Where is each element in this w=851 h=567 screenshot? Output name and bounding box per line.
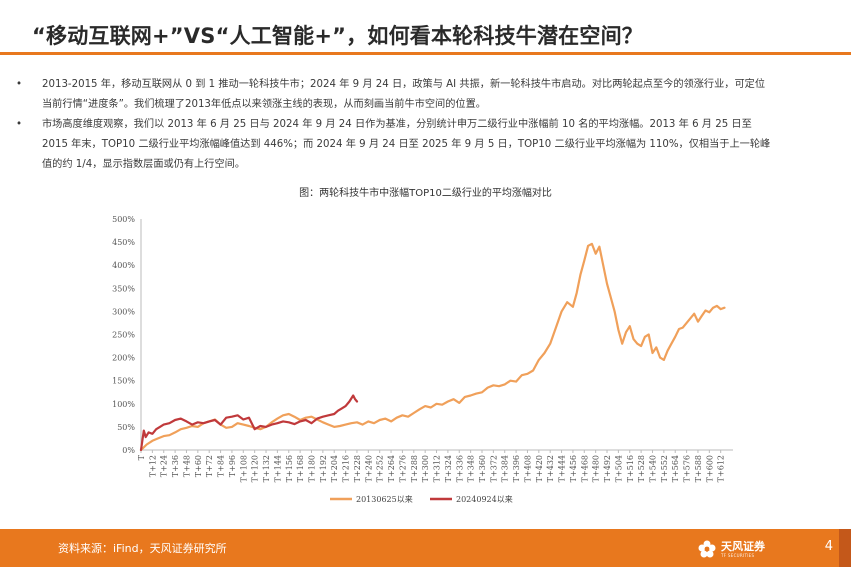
x-tick-label: T+204 — [330, 455, 339, 482]
x-tick-label: T+180 — [307, 455, 316, 482]
x-tick-label: T+216 — [342, 455, 351, 482]
x-tick-label: T+456 — [569, 455, 578, 482]
y-tick-label: 250% — [112, 331, 135, 340]
x-tick-label: T+384 — [501, 455, 510, 482]
x-tick-label: T+288 — [410, 455, 419, 482]
chart-title: 图：两轮科技牛市中涨幅TOP10二级行业的平均涨幅对比 — [299, 188, 552, 199]
x-tick-label: T+228 — [353, 455, 362, 482]
slide-title: “移动互联网+”VS“人工智能+”，如何看本轮科技牛潜在空间？ — [32, 24, 643, 48]
x-tick-label: T+552 — [660, 455, 669, 482]
y-tick-label: 100% — [112, 400, 135, 409]
x-tick-label: T+468 — [580, 455, 589, 482]
x-tick-label: T+120 — [251, 455, 260, 482]
x-tick-label: T+12 — [148, 455, 157, 477]
x-tick-label: T+564 — [671, 455, 680, 482]
flower-logo-icon — [698, 540, 716, 558]
bullet-list: • 2013-2015 年，移动互联网从 0 到 1 推动一轮科技牛市；2024… — [16, 75, 821, 175]
x-tick-label: T+168 — [296, 455, 305, 482]
x-tick-label: T — [137, 454, 146, 460]
y-tick-label: 300% — [112, 307, 135, 316]
y-tick-label: 500% — [112, 215, 135, 224]
x-tick-label: T+432 — [546, 455, 555, 482]
x-tick-label: T+492 — [603, 455, 612, 482]
logo-text: 天风证券 — [721, 539, 765, 553]
bullet-line: 市场高度维度观察，我们以 2013 年 6 月 25 日与 2024 年 9 月… — [42, 119, 752, 130]
x-tick-label: T+48 — [182, 455, 191, 477]
x-tick-label: T+96 — [228, 455, 237, 477]
x-tick-label: T+240 — [364, 455, 373, 482]
x-tick-label: T+108 — [239, 455, 248, 482]
y-tick-label: 150% — [112, 377, 135, 386]
x-tick-label: T+408 — [523, 455, 532, 482]
y-tick-label: 50% — [117, 423, 135, 432]
x-tick-label: T+252 — [376, 455, 385, 482]
x-tick-label: T+336 — [455, 455, 464, 482]
x-tick-label: T+480 — [592, 455, 601, 482]
bullet-item: • 2013-2015 年，移动互联网从 0 到 1 推动一轮科技牛市；2024… — [16, 75, 821, 115]
y-tick-label: 400% — [112, 261, 135, 270]
legend-label: 20130625以来 — [356, 495, 413, 504]
x-tick-label: T+396 — [512, 455, 521, 482]
title-underline — [0, 52, 851, 55]
x-tick-label: T+84 — [217, 455, 226, 477]
x-tick-label: T+300 — [421, 455, 430, 482]
company-logo: 天风证券 TF SECURITIES — [697, 537, 765, 561]
x-tick-label: T+144 — [273, 455, 282, 482]
page-number: 4 — [824, 539, 833, 554]
bullet-line: 当前行情“进度条”。我们梳理了2013年低点以来领涨主线的表现，从而刻画当前牛市… — [42, 99, 486, 110]
bullet-item: • 市场高度维度观察，我们以 2013 年 6 月 25 日与 2024 年 9… — [16, 115, 821, 175]
y-tick-label: 350% — [112, 284, 135, 293]
x-tick-label: T+132 — [262, 455, 271, 482]
bullet-marker: • — [16, 119, 23, 130]
x-tick-label: T+612 — [717, 455, 726, 482]
x-tick-label: T+360 — [478, 455, 487, 482]
series-line — [139, 242, 726, 452]
y-tick-label: 450% — [112, 238, 135, 247]
x-tick-label: T+72 — [205, 455, 214, 477]
bullet-line: 值的约 1/4，显示指数层面或仍有上行空间。 — [42, 159, 246, 170]
x-tick-label: T+588 — [694, 455, 703, 482]
bullet-marker: • — [16, 79, 23, 90]
bullet-line: 2013-2015 年，移动互联网从 0 到 1 推动一轮科技牛市；2024 年… — [42, 79, 766, 90]
x-tick-label: T+444 — [558, 455, 567, 482]
x-tick-label: T+324 — [444, 455, 453, 482]
x-tick-label: T+264 — [387, 455, 396, 482]
x-tick-label: T+372 — [489, 455, 498, 482]
x-tick-label: T+420 — [535, 455, 544, 482]
series-line — [139, 394, 359, 452]
y-tick-label: 200% — [112, 354, 135, 363]
x-tick-label: T+156 — [285, 455, 294, 482]
x-tick-label: T+528 — [637, 455, 646, 482]
x-tick-label: T+348 — [467, 455, 476, 482]
x-tick-label: T+540 — [648, 455, 657, 482]
bullet-line: 2015 年末，TOP10 二级行业平均涨幅峰值达到 446%；而 2024 年… — [42, 139, 771, 150]
x-tick-label: T+24 — [160, 455, 169, 477]
x-tick-label: T+312 — [433, 455, 442, 482]
footer-accent — [839, 529, 851, 567]
x-tick-label: T+36 — [171, 455, 180, 477]
logo-subtext: TF SECURITIES — [721, 552, 755, 558]
y-tick-label: 0% — [122, 446, 135, 455]
x-tick-label: T+60 — [194, 455, 203, 477]
x-tick-label: T+276 — [398, 455, 407, 482]
line-chart: 0% 50% 100% 150% 200% 250% 300% 350% 400% 450% 500… — [112, 215, 733, 504]
footer-bar: 资料来源：iFind，天风证券研究所 天风证券 TF SECURITIES 4 — [0, 529, 851, 567]
x-tick-label: T+516 — [626, 455, 635, 482]
x-tick-label: T+600 — [705, 455, 714, 482]
x-tick-label: T+576 — [683, 455, 692, 482]
source-note: 资料来源：iFind，天风证券研究所 — [58, 542, 227, 555]
x-tick-label: T+504 — [614, 455, 623, 482]
x-tick-label: T+192 — [319, 455, 328, 482]
legend-label: 20240924以来 — [456, 495, 513, 504]
